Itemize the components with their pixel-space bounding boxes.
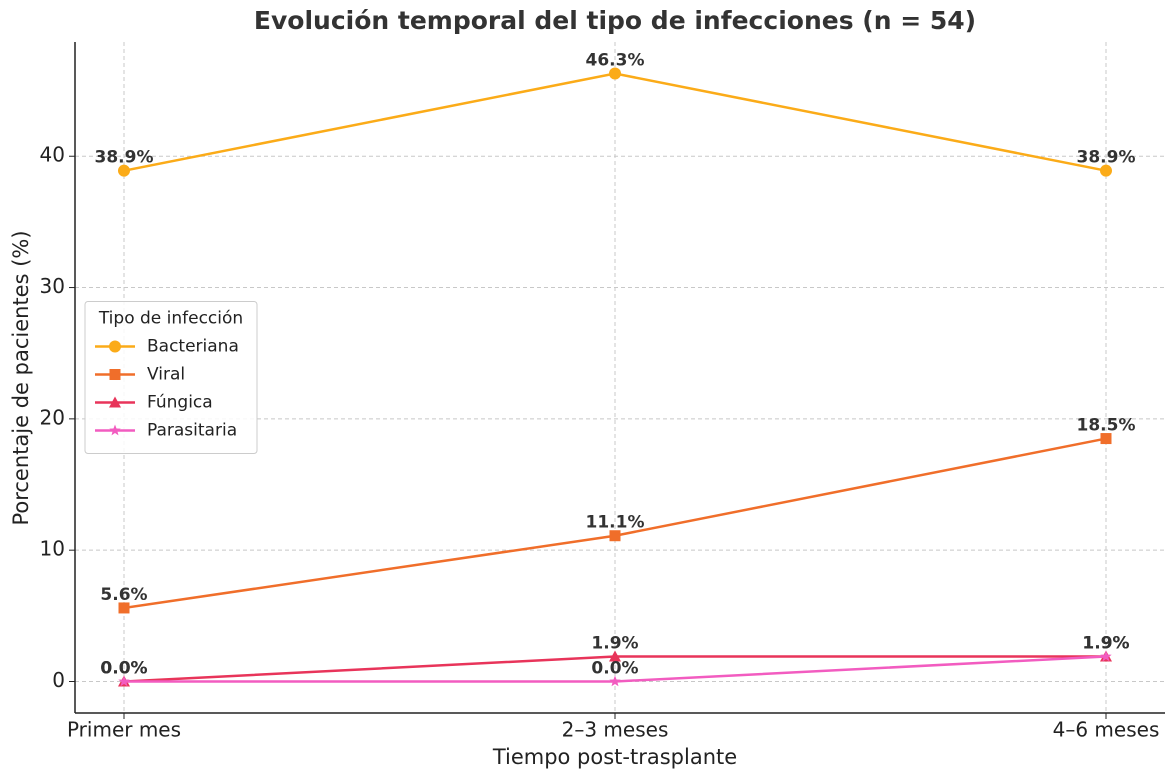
marker — [109, 424, 121, 436]
data-label: 11.1% — [586, 513, 645, 533]
data-label: 0.0% — [100, 658, 147, 678]
legend: Tipo de infección Bacteriana Viral Fúngica P… — [84, 301, 258, 454]
y-tick-label: 10 — [40, 537, 65, 561]
data-label: 0.0% — [591, 658, 638, 678]
y-axis-label: Porcentaje de pacientes (%) — [9, 230, 33, 525]
data-label: 1.9% — [591, 634, 638, 654]
chart-title: Evolución temporal del tipo de infeccion… — [254, 6, 976, 35]
legend-label: Viral — [147, 365, 185, 385]
y-tick-label: 40 — [40, 143, 65, 167]
legend-label: Parasitaria — [147, 421, 237, 441]
marker — [609, 650, 621, 662]
y-tick-label: 30 — [40, 274, 65, 298]
marker — [1100, 650, 1112, 662]
marker — [609, 67, 621, 80]
data-label: 18.5% — [1077, 416, 1136, 436]
marker — [118, 675, 130, 687]
marker — [109, 396, 121, 408]
x-tick-label: 2–3 meses — [562, 718, 669, 742]
marker — [609, 675, 621, 687]
legend-label: Fúngica — [147, 393, 213, 413]
data-label: 38.9% — [1077, 148, 1136, 168]
legend-box — [84, 301, 258, 454]
marker — [109, 369, 121, 380]
marker — [609, 530, 621, 542]
marker — [1100, 433, 1112, 445]
data-label: 1.9% — [1082, 634, 1129, 654]
marker — [118, 602, 130, 614]
data-label: 0.0% — [100, 658, 147, 678]
legend-label: Bacteriana — [147, 337, 239, 357]
x-tick-label: Primer mes — [67, 718, 181, 742]
legend-title: Tipo de infección — [98, 309, 243, 329]
x-tick-label: 4–6 meses — [1053, 718, 1160, 742]
data-label: 5.6% — [100, 585, 147, 605]
data-label: 46.3% — [586, 51, 645, 71]
data-label: 1.9% — [1082, 634, 1129, 654]
data-label: 38.9% — [95, 148, 154, 168]
marker — [109, 340, 121, 353]
marker — [1100, 164, 1112, 177]
x-axis-label: Tiempo post-trasplante — [492, 745, 737, 769]
y-tick-label: 0 — [52, 668, 65, 692]
marker — [118, 164, 130, 177]
y-tick-label: 20 — [40, 405, 65, 429]
